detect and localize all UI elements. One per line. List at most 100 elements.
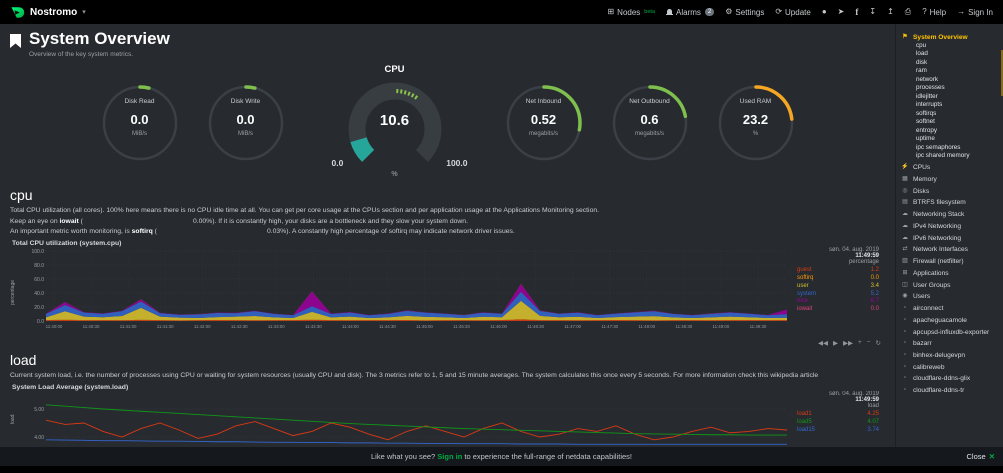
sidebar-item-softnet[interactable]: softnet bbox=[901, 118, 1000, 127]
nav-github[interactable]: ● bbox=[822, 8, 827, 16]
sidebar-item-cpus[interactable]: ⚡ CPUs bbox=[901, 164, 1000, 172]
cpu-chart-canvas[interactable]: 100.0 80.0 60.0 40.0 20.0 0.0 11:40:00 11:40:30… bbox=[20, 247, 793, 338]
nav-facebook[interactable]: f bbox=[855, 7, 858, 17]
sidebar-item-network[interactable]: network bbox=[901, 76, 1000, 85]
toolbar-zoom-out-button[interactable]: − bbox=[866, 339, 871, 347]
gauge-title: CPU bbox=[384, 63, 405, 75]
legend-item-iowait[interactable]: iowait 0.0 bbox=[797, 306, 879, 314]
sidebar-item-interrupts[interactable]: interrupts bbox=[901, 101, 1000, 110]
legend-item-softirq[interactable]: softirq 0.0 bbox=[797, 275, 879, 283]
close-button[interactable]: Close ✕ bbox=[967, 452, 995, 461]
svg-text:11:42:30: 11:42:30 bbox=[231, 324, 248, 329]
sidebar-item-ipc-semaphores[interactable]: ipc semaphores bbox=[901, 144, 1000, 153]
nav-nodes[interactable]: ⊞ Nodes beta bbox=[607, 8, 655, 17]
sidebar-item-entropy[interactable]: entropy bbox=[901, 127, 1000, 136]
sidebar-item-cloudflare-ddns-glix[interactable]: ▫ cloudflare-ddns-glix bbox=[901, 375, 1000, 383]
sidebar-item-networking-stack[interactable]: ☁ Networking Stack bbox=[901, 211, 1000, 219]
gauge-value: 0.52 bbox=[530, 111, 557, 127]
nav-alarms[interactable]: Alarms 2 bbox=[666, 8, 715, 17]
nav-update[interactable]: ⟳ Update bbox=[775, 8, 811, 17]
cube-icon: ▫ bbox=[903, 375, 907, 382]
footer-signin-link[interactable]: Sign in bbox=[437, 452, 463, 461]
gauge-net-outbound[interactable]: Net Outbound 0.6 megabits/s bbox=[608, 81, 692, 165]
y-axis-label: load bbox=[10, 414, 16, 424]
cpu-utilization-chart: Total CPU utilization (system.cpu) perce… bbox=[10, 240, 885, 347]
legend-item-load5[interactable]: load5 4.07 bbox=[797, 419, 879, 427]
nav-label: Sign In bbox=[968, 7, 993, 17]
svg-text:11:48:00: 11:48:00 bbox=[638, 324, 655, 329]
sidebar-item-processes[interactable]: processes bbox=[901, 84, 1000, 93]
svg-text:11:45:00: 11:45:00 bbox=[416, 324, 433, 329]
footer-message: Like what you see? Sign in to experience… bbox=[371, 452, 632, 461]
gauge-disk-write[interactable]: Disk Write 0.0 MiB/s bbox=[204, 81, 288, 165]
cpu-description-1: Total CPU utilization (all cores). 100% … bbox=[10, 206, 600, 214]
toolbar-zoom-in-button[interactable]: + bbox=[857, 339, 862, 347]
sidebar-item-airconnect[interactable]: ▫ airconnect bbox=[901, 305, 1000, 313]
sidebar-item-user-groups[interactable]: ◫ User Groups bbox=[901, 282, 1000, 290]
legend-item-guest[interactable]: guest 1.2 bbox=[797, 267, 879, 275]
nav-print[interactable]: ⎙ bbox=[905, 8, 911, 16]
user-icon: ◉ bbox=[902, 293, 908, 300]
legend-item-load15[interactable]: load15 3.74 bbox=[797, 427, 879, 435]
sidebar-item-cloudflare-ddns-tr[interactable]: ▫ cloudflare-ddns-tr bbox=[901, 387, 1000, 395]
sidebar-item-label: IPv6 Networking bbox=[913, 234, 962, 242]
sidebar-item-btrfs-filesystem[interactable]: ▤ BTRFS filesystem bbox=[901, 199, 1000, 207]
gauges-row: Disk Read 0.0 MiB/s Disk Write 0.0 MiB/s CPU … bbox=[10, 64, 885, 182]
sidebar-item-bazarr[interactable]: ▫ bazarr bbox=[901, 340, 1000, 348]
sidebar-item-cpu[interactable]: cpu bbox=[901, 42, 1000, 51]
nav-twitter[interactable]: ➤ bbox=[838, 8, 845, 16]
sidebar-item-users[interactable]: ◉ Users bbox=[901, 293, 1000, 301]
nav-help[interactable]: ? Help bbox=[922, 8, 946, 17]
sidebar-item-apacheguacamole[interactable]: ▫ apacheguacamole bbox=[901, 317, 1000, 325]
close-icon: ✕ bbox=[988, 452, 995, 461]
sidebar-item-memory[interactable]: ▦ Memory bbox=[901, 176, 1000, 184]
sidebar-item-ipv4-networking[interactable]: ☁ IPv4 Networking bbox=[901, 223, 1000, 231]
sidebar-item-idlejitter[interactable]: idlejitter bbox=[901, 93, 1000, 102]
legend-item-system[interactable]: system 5.2 bbox=[797, 291, 879, 299]
sidebar-item-uptime[interactable]: uptime bbox=[901, 135, 1000, 144]
toolbar-pan-forward-button[interactable]: ▶▶ bbox=[842, 340, 853, 348]
sidebar-item-ipv6-networking[interactable]: ☁ IPv6 Networking bbox=[901, 235, 1000, 243]
gauge-unit: MiB/s bbox=[132, 130, 147, 137]
sidebar-item-load[interactable]: load bbox=[901, 50, 1000, 59]
sidebar-item-ram[interactable]: ram bbox=[901, 67, 1000, 76]
nav-signin[interactable]: → Sign In bbox=[957, 8, 993, 17]
gauge-net-inbound[interactable]: Net Inbound 0.52 megabits/s bbox=[502, 81, 586, 165]
sidebar-item-calibreweb[interactable]: ▫ calibreweb bbox=[901, 364, 1000, 372]
sidebar-item-label: processes bbox=[916, 84, 945, 92]
sidebar-item-disks[interactable]: ◎ Disks bbox=[901, 188, 1000, 196]
wikipedia-link[interactable]: this wikipedia article bbox=[757, 372, 819, 380]
toolbar-reset-zoom-button[interactable]: ↻ bbox=[875, 340, 881, 348]
sidebar-item-apcupsd-influxdb-exporter[interactable]: ▫ apcupsd-influxdb-exporter bbox=[901, 329, 1000, 337]
nav-settings[interactable]: ⚙ Settings bbox=[725, 8, 764, 17]
svg-text:100.0: 100.0 bbox=[31, 249, 44, 255]
svg-text:11:41:30: 11:41:30 bbox=[157, 324, 174, 329]
sidebar-item-disk[interactable]: disk bbox=[901, 59, 1000, 68]
sidebar-item-binhex-delugevpn[interactable]: ▫ binhex-delugevpn bbox=[901, 352, 1000, 360]
top-bar: Nostromo ▾ ⊞ Nodes beta Alarms 2 ⚙ Settings ⟳ Up… bbox=[0, 0, 1003, 24]
legend-item-nice[interactable]: nice 6.7 bbox=[797, 298, 879, 306]
toolbar-pan-backward-button[interactable]: ◀◀ bbox=[817, 340, 828, 348]
sidebar-item-label: uptime bbox=[916, 135, 935, 143]
legend-item-load1[interactable]: load1 4.25 bbox=[797, 411, 879, 419]
node-menu[interactable]: Nostromo ▾ bbox=[10, 5, 86, 20]
sidebar-item-applications[interactable]: ⊞ Applications bbox=[901, 270, 1000, 278]
gauge-disk-read[interactable]: Disk Read 0.0 MiB/s bbox=[98, 81, 182, 165]
sidebar-item-softirqs[interactable]: softirqs bbox=[901, 110, 1000, 119]
legend-item-user[interactable]: user 3.4 bbox=[797, 283, 879, 291]
nav-export-snapshot[interactable]: ↧ bbox=[869, 8, 876, 16]
cpu-gauge[interactable]: CPU 10.6 0.0 100.0 % bbox=[310, 64, 480, 182]
load-chart-canvas[interactable]: 5.004.003.00 bbox=[20, 391, 793, 447]
nav-import-snapshot[interactable]: ↥ bbox=[887, 8, 894, 16]
refresh-icon: ⟳ bbox=[775, 7, 783, 16]
main-content: System Overview Overview of the key syst… bbox=[0, 24, 895, 447]
gauge-unit: megabits/s bbox=[634, 130, 664, 137]
page-title: System Overview bbox=[29, 29, 170, 48]
sidebar-item-network-interfaces[interactable]: ⇄ Network Interfaces bbox=[901, 246, 1000, 254]
sidebar-item-firewall-netfilter[interactable]: ▧ Firewall (netfilter) bbox=[901, 258, 1000, 266]
sidebar-item-system-overview[interactable]: ⚑ System Overview bbox=[901, 34, 1000, 42]
softirq-sparkline bbox=[157, 228, 267, 233]
toolbar-play-button[interactable]: ▶ bbox=[832, 340, 838, 348]
gauge-used-ram[interactable]: Used RAM 23.2% bbox=[714, 81, 798, 165]
sidebar-item-ipc-shared-memory[interactable]: ipc shared memory bbox=[901, 152, 1000, 161]
